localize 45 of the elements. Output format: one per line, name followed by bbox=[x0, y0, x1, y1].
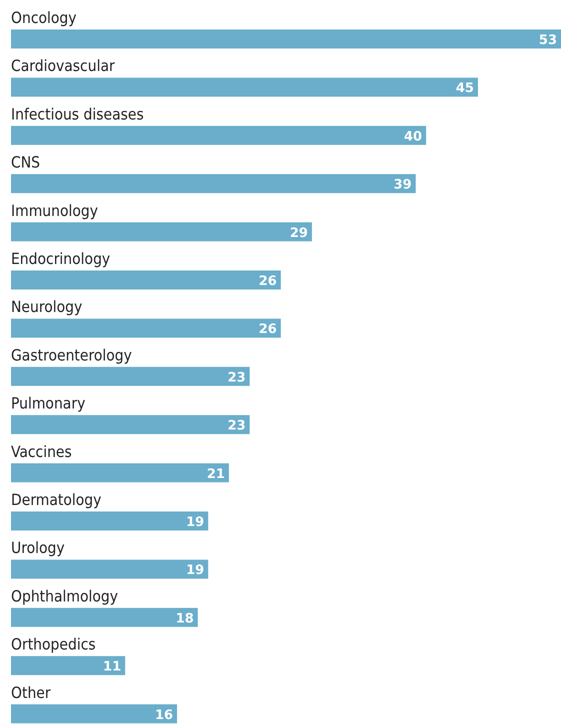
data-label: 19 bbox=[186, 563, 204, 578]
bar bbox=[11, 78, 478, 97]
data-label: 18 bbox=[176, 611, 194, 626]
bar bbox=[11, 704, 178, 724]
y-tick-label: Oncology bbox=[11, 9, 77, 27]
y-tick-label: Infectious diseases bbox=[11, 105, 144, 124]
bar bbox=[11, 222, 312, 242]
bar bbox=[11, 270, 281, 290]
bar bbox=[11, 366, 250, 386]
data-label: 16 bbox=[154, 708, 174, 723]
data-label: 26 bbox=[258, 322, 277, 338]
bar bbox=[11, 608, 198, 627]
bar bbox=[11, 174, 416, 194]
bar bbox=[11, 126, 426, 145]
y-tick-label: Vaccines bbox=[11, 442, 72, 461]
y-tick-label: Other bbox=[11, 684, 51, 702]
bar bbox=[11, 463, 229, 482]
data-label: 53 bbox=[538, 33, 557, 48]
data-label: 23 bbox=[228, 418, 246, 434]
y-tick-label: CNS bbox=[11, 154, 40, 172]
bar bbox=[11, 512, 208, 530]
y-tick-label: Immunology bbox=[11, 202, 98, 220]
data-label: 29 bbox=[290, 226, 308, 241]
data-label: 26 bbox=[258, 274, 277, 289]
bar bbox=[11, 656, 126, 676]
bar bbox=[11, 318, 281, 338]
data-label: 40 bbox=[404, 129, 422, 144]
y-tick-label: Dermatology bbox=[11, 491, 102, 509]
data-label: 11 bbox=[103, 660, 122, 675]
y-tick-label: Urology bbox=[11, 539, 65, 558]
bar bbox=[11, 415, 250, 434]
y-tick-label: Gastroenterology bbox=[11, 346, 132, 364]
y-tick-label: Orthopedics bbox=[11, 636, 96, 654]
data-label: 23 bbox=[228, 370, 246, 386]
data-label: 19 bbox=[186, 515, 204, 530]
bar bbox=[11, 560, 208, 579]
data-label: 45 bbox=[456, 81, 474, 96]
y-tick-label: Cardiovascular bbox=[11, 57, 115, 76]
y-tick-label: Pulmonary bbox=[11, 394, 86, 413]
y-tick-label: Neurology bbox=[11, 298, 82, 316]
data-label: 39 bbox=[394, 178, 412, 193]
y-tick-label: Endocrinology bbox=[11, 250, 110, 268]
data-label: 21 bbox=[206, 466, 225, 482]
bar bbox=[11, 30, 561, 48]
y-tick-label: Ophthalmology bbox=[11, 587, 118, 606]
